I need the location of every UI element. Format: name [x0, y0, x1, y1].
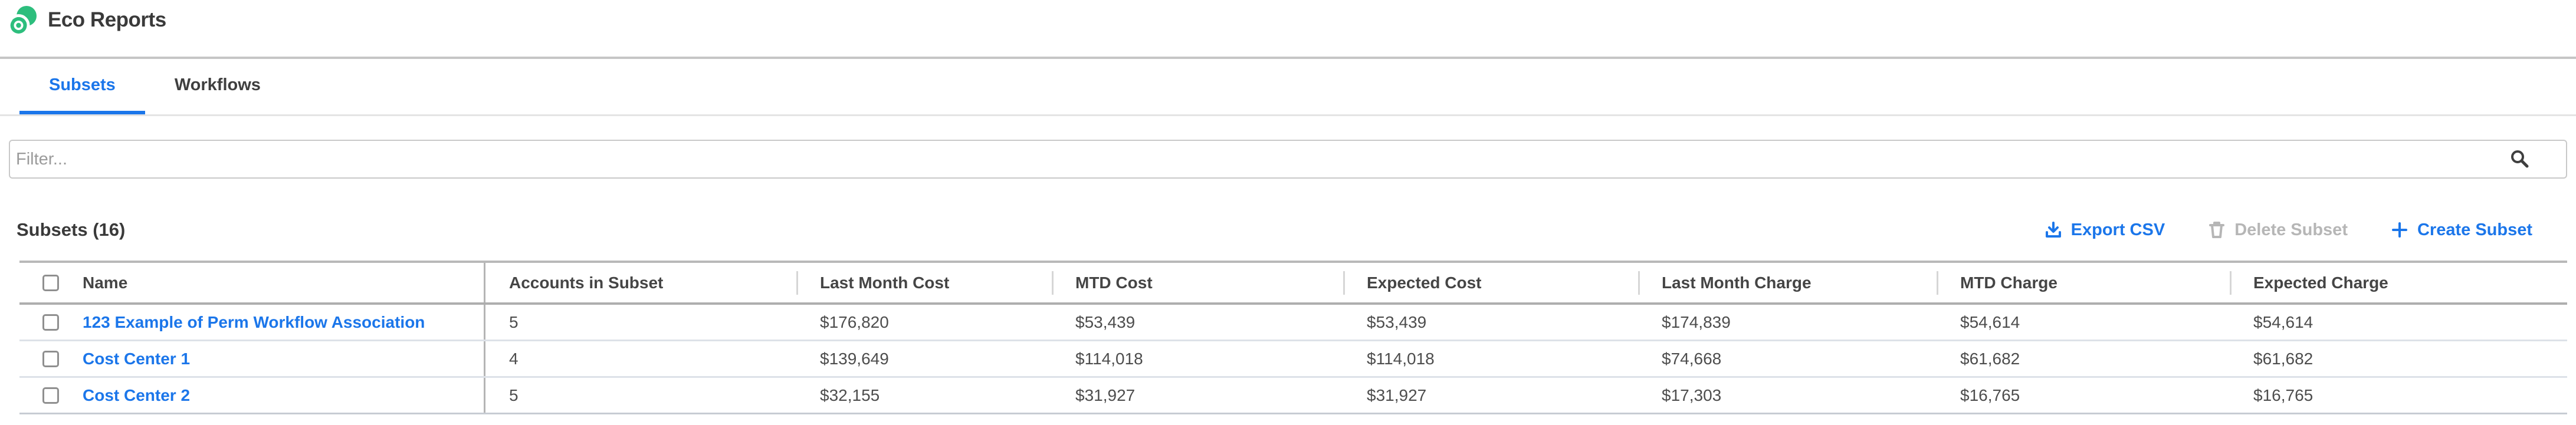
cell-last-month-charge: $174,839	[1662, 312, 1731, 331]
cell-last-month-cost: $176,820	[820, 312, 889, 331]
column-header-expected-charge[interactable]: Expected Charge	[2230, 263, 2567, 302]
cell-mtd-cost: $31,927	[1075, 386, 1136, 404]
row-checkbox-cell	[19, 378, 83, 413]
cell-name: 123 Example of Perm Workflow Association	[83, 305, 485, 340]
cell-accounts-in-subset: 4	[509, 349, 519, 368]
eco-logo-icon	[7, 4, 37, 37]
column-header-last-month-charge[interactable]: Last Month Charge	[1638, 263, 1937, 302]
subset-name-link[interactable]: Cost Center 2	[83, 386, 191, 404]
cell-mtd-charge: $61,682	[1960, 349, 2020, 368]
table-row: 123 Example of Perm Workflow Association…	[19, 305, 2567, 341]
cell-mtd-cost: $53,439	[1075, 312, 1136, 331]
cell-accounts-in-subset: 5	[509, 386, 519, 404]
delete-subset-button[interactable]: Delete Subset	[2207, 220, 2348, 240]
cell-expected-cost: $114,018	[1367, 349, 1435, 368]
subsets-count-heading: Subsets (16)	[17, 219, 126, 240]
search-icon[interactable]	[2509, 149, 2531, 170]
row-checkbox-cell	[19, 341, 83, 376]
column-header-accounts-in-subset[interactable]: Accounts in Subset	[509, 273, 664, 292]
toolbar-actions: Export CSV Delete Subset	[2044, 220, 2532, 240]
cell-name: Cost Center 2	[83, 378, 485, 413]
export-csv-button[interactable]: Export CSV	[2044, 220, 2165, 240]
column-header-last-month-cost[interactable]: Last Month Cost	[796, 263, 1052, 302]
select-all-cell	[19, 263, 83, 302]
cell-last-month-cost: $32,155	[820, 386, 880, 404]
column-header-name[interactable]: Name	[83, 263, 485, 302]
cell-last-month-charge: $74,668	[1662, 349, 1722, 368]
row-checkbox[interactable]	[42, 350, 59, 367]
create-subset-button[interactable]: Create Subset	[2390, 220, 2532, 240]
trash-icon	[2207, 220, 2226, 239]
subset-name-link[interactable]: Cost Center 1	[83, 349, 191, 368]
column-header-expected-cost[interactable]: Expected Cost	[1343, 263, 1638, 302]
cell-expected-charge: $16,765	[2253, 386, 2314, 404]
tab-bar: Subsets Workflows	[0, 59, 2576, 116]
app-header: Eco Reports	[0, 0, 2576, 59]
cell-accounts-in-subset: 5	[509, 312, 519, 331]
cell-mtd-cost: $114,018	[1075, 349, 1143, 368]
table-row: Cost Center 2 5 $32,155 $31,927 $31,927 …	[19, 378, 2567, 414]
table-header-row: Name Accounts in Subset Last Month Cost …	[19, 261, 2567, 305]
cell-last-month-charge: $17,303	[1662, 386, 1722, 404]
filter-container	[9, 140, 2567, 179]
create-subset-label: Create Subset	[2417, 220, 2532, 239]
column-header-mtd-charge[interactable]: MTD Charge	[1937, 263, 2230, 302]
column-header-mtd-cost[interactable]: MTD Cost	[1052, 263, 1343, 302]
page-title: Eco Reports	[48, 8, 166, 31]
cell-mtd-charge: $54,614	[1960, 312, 2020, 331]
subsets-toolbar: Subsets (16) Export CSV	[0, 215, 2576, 245]
cell-expected-charge: $61,682	[2253, 349, 2314, 368]
plus-icon	[2390, 220, 2409, 239]
subsets-table: Name Accounts in Subset Last Month Cost …	[19, 261, 2567, 414]
cell-expected-charge: $54,614	[2253, 312, 2314, 331]
export-csv-label: Export CSV	[2070, 220, 2165, 239]
row-checkbox[interactable]	[42, 314, 59, 331]
filter-input[interactable]	[9, 140, 2567, 179]
cell-expected-cost: $53,439	[1367, 312, 1427, 331]
subset-name-link[interactable]: 123 Example of Perm Workflow Association	[83, 312, 425, 331]
download-icon	[2044, 220, 2063, 239]
tab-subsets[interactable]: Subsets	[19, 59, 145, 114]
tab-workflows[interactable]: Workflows	[174, 75, 261, 94]
cell-expected-cost: $31,927	[1367, 386, 1427, 404]
select-all-checkbox[interactable]	[42, 274, 59, 291]
row-checkbox-cell	[19, 305, 83, 340]
cell-name: Cost Center 1	[83, 341, 485, 376]
cell-last-month-cost: $139,649	[820, 349, 889, 368]
row-checkbox[interactable]	[42, 387, 59, 404]
cell-mtd-charge: $16,765	[1960, 386, 2020, 404]
table-row: Cost Center 1 4 $139,649 $114,018 $114,0…	[19, 341, 2567, 378]
delete-subset-label: Delete Subset	[2234, 220, 2348, 239]
